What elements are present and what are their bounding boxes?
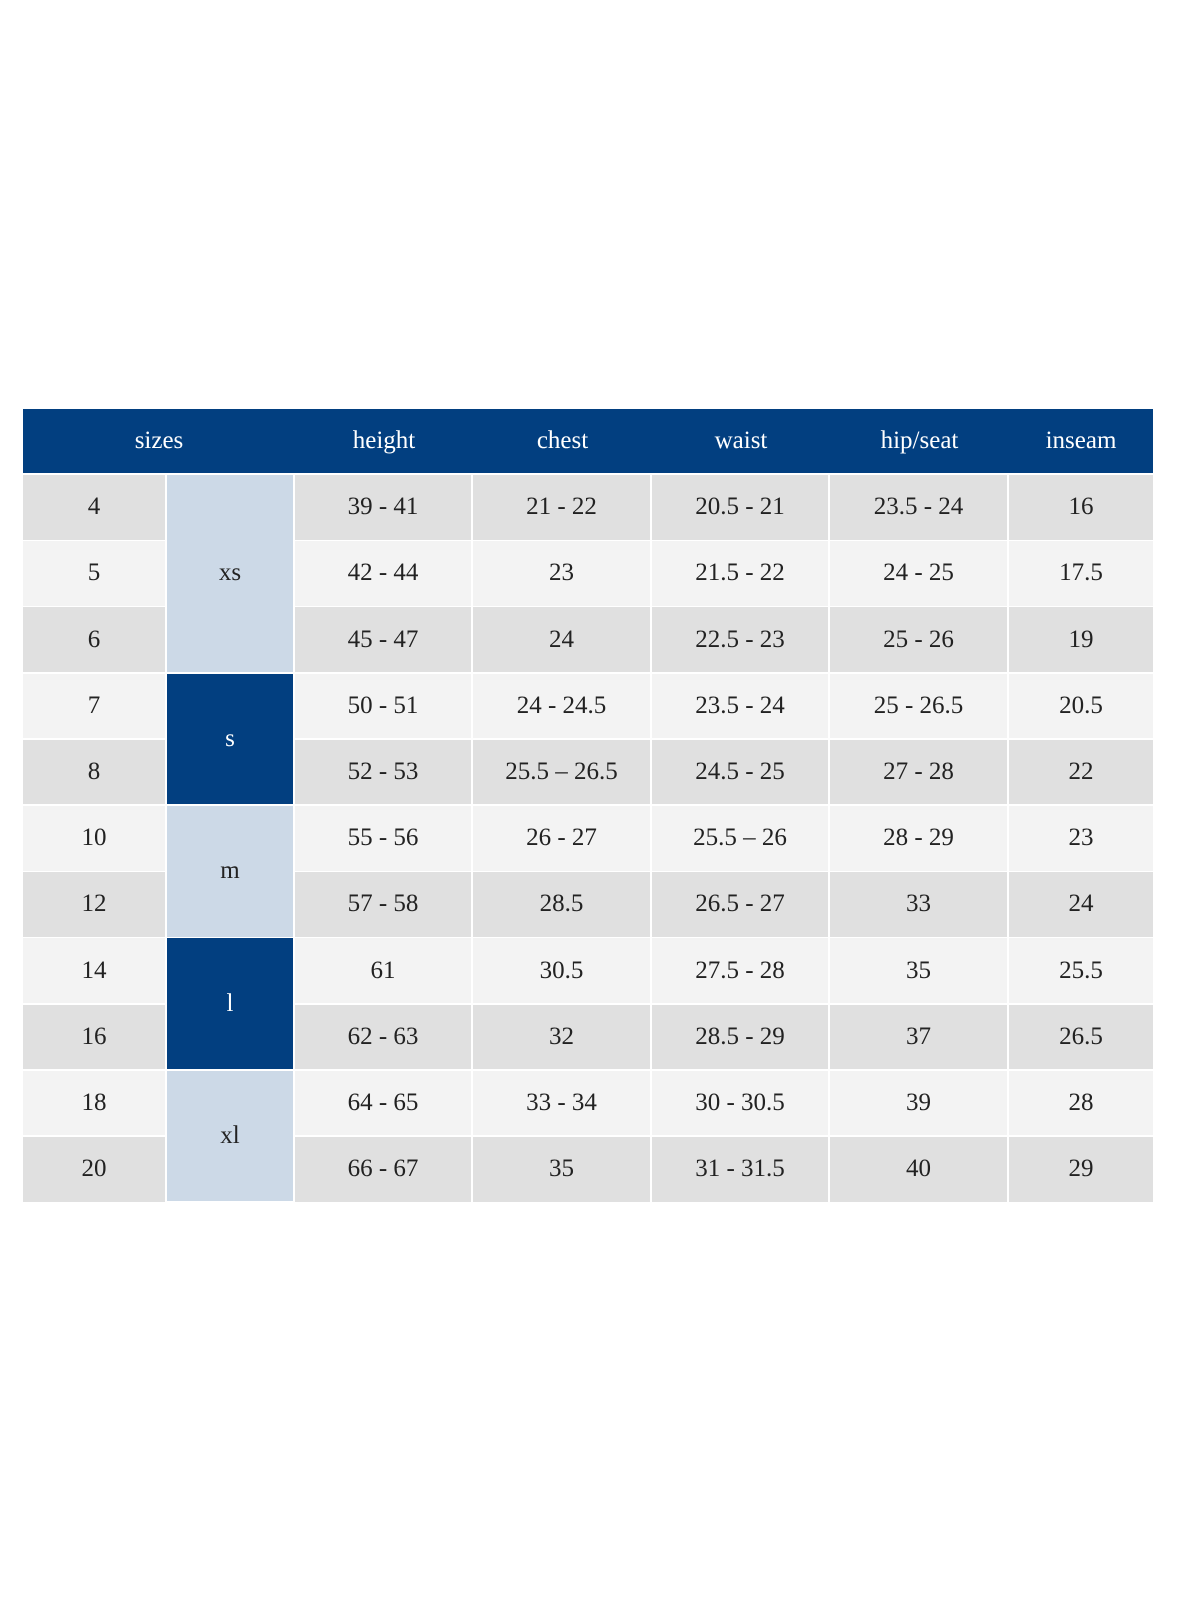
column-header: height bbox=[295, 409, 473, 473]
measurement: 57 - 58 bbox=[295, 872, 471, 937]
measurement: 21 - 22 bbox=[473, 475, 650, 540]
measurement: 50 - 51 bbox=[295, 673, 471, 739]
measurement: 25.5 bbox=[1009, 938, 1153, 1003]
measurement: 29 bbox=[1009, 1137, 1153, 1202]
measurement: 19 bbox=[1009, 607, 1153, 672]
measurement: 35 bbox=[473, 1137, 650, 1202]
size-number: 8 bbox=[23, 739, 165, 805]
measurement: 30 - 30.5 bbox=[652, 1070, 828, 1136]
size-letter: s bbox=[167, 673, 293, 805]
measurement: 28 - 29 bbox=[830, 806, 1007, 871]
column-header: waist bbox=[652, 409, 830, 473]
size-number: 10 bbox=[23, 806, 165, 871]
measurement: 62 - 63 bbox=[295, 1004, 471, 1070]
measurement: 21.5 - 22 bbox=[652, 541, 828, 606]
measurement: 55 - 56 bbox=[295, 806, 471, 871]
measurement: 35 bbox=[830, 938, 1007, 1003]
measurement: 28 bbox=[1009, 1070, 1153, 1136]
measurement: 25.5 – 26.5 bbox=[473, 739, 650, 805]
measurement: 66 - 67 bbox=[295, 1137, 471, 1202]
size-number: 4 bbox=[23, 475, 165, 540]
size-number: 16 bbox=[23, 1004, 165, 1070]
size-letter: m bbox=[167, 806, 293, 937]
measurement: 64 - 65 bbox=[295, 1070, 471, 1136]
measurement: 24 bbox=[473, 607, 650, 672]
measurement: 39 bbox=[830, 1070, 1007, 1136]
measurement: 33 - 34 bbox=[473, 1070, 650, 1136]
column-header: hip/seat bbox=[830, 409, 1009, 473]
measurement: 32 bbox=[473, 1004, 650, 1070]
measurement: 26.5 bbox=[1009, 1004, 1153, 1070]
measurement: 52 - 53 bbox=[295, 739, 471, 805]
measurement: 23.5 - 24 bbox=[652, 673, 828, 739]
size-number: 18 bbox=[23, 1070, 165, 1136]
measurement: 20.5 bbox=[1009, 673, 1153, 739]
measurement: 17.5 bbox=[1009, 541, 1153, 606]
measurement: 40 bbox=[830, 1137, 1007, 1202]
measurement: 39 - 41 bbox=[295, 475, 471, 540]
measurement: 16 bbox=[1009, 475, 1153, 540]
size-number: 20 bbox=[23, 1137, 165, 1202]
measurement: 22 bbox=[1009, 739, 1153, 805]
column-header: chest bbox=[473, 409, 652, 473]
measurement: 20.5 - 21 bbox=[652, 475, 828, 540]
measurement: 30.5 bbox=[473, 938, 650, 1003]
measurement: 31 - 31.5 bbox=[652, 1137, 828, 1202]
measurement: 61 bbox=[295, 938, 471, 1003]
measurement: 25.5 – 26 bbox=[652, 806, 828, 871]
measurement: 42 - 44 bbox=[295, 541, 471, 606]
size-number: 6 bbox=[23, 607, 165, 672]
size-letter: xl bbox=[167, 1070, 293, 1202]
size-number: 5 bbox=[23, 541, 165, 606]
measurement: 26 - 27 bbox=[473, 806, 650, 871]
measurement: 23 bbox=[1009, 806, 1153, 871]
measurement: 24 - 24.5 bbox=[473, 673, 650, 739]
measurement: 24 bbox=[1009, 872, 1153, 937]
size-number: 12 bbox=[23, 872, 165, 937]
size-number: 14 bbox=[23, 938, 165, 1003]
measurement: 25 - 26 bbox=[830, 607, 1007, 672]
measurement: 24 - 25 bbox=[830, 541, 1007, 606]
size-number: 7 bbox=[23, 673, 165, 739]
measurement: 23.5 - 24 bbox=[830, 475, 1007, 540]
measurement: 28.5 - 29 bbox=[652, 1004, 828, 1070]
measurement: 25 - 26.5 bbox=[830, 673, 1007, 739]
measurement: 27.5 - 28 bbox=[652, 938, 828, 1003]
measurement: 45 - 47 bbox=[295, 607, 471, 672]
measurement: 28.5 bbox=[473, 872, 650, 937]
column-header: inseam bbox=[1009, 409, 1153, 473]
measurement: 23 bbox=[473, 541, 650, 606]
size-letter: xs bbox=[167, 475, 293, 672]
measurement: 26.5 - 27 bbox=[652, 872, 828, 937]
measurement: 22.5 - 23 bbox=[652, 607, 828, 672]
measurement: 33 bbox=[830, 872, 1007, 937]
measurement: 37 bbox=[830, 1004, 1007, 1070]
size-letter: l bbox=[167, 938, 293, 1070]
column-header: sizes bbox=[23, 409, 295, 473]
measurement: 27 - 28 bbox=[830, 739, 1007, 805]
measurement: 24.5 - 25 bbox=[652, 739, 828, 805]
